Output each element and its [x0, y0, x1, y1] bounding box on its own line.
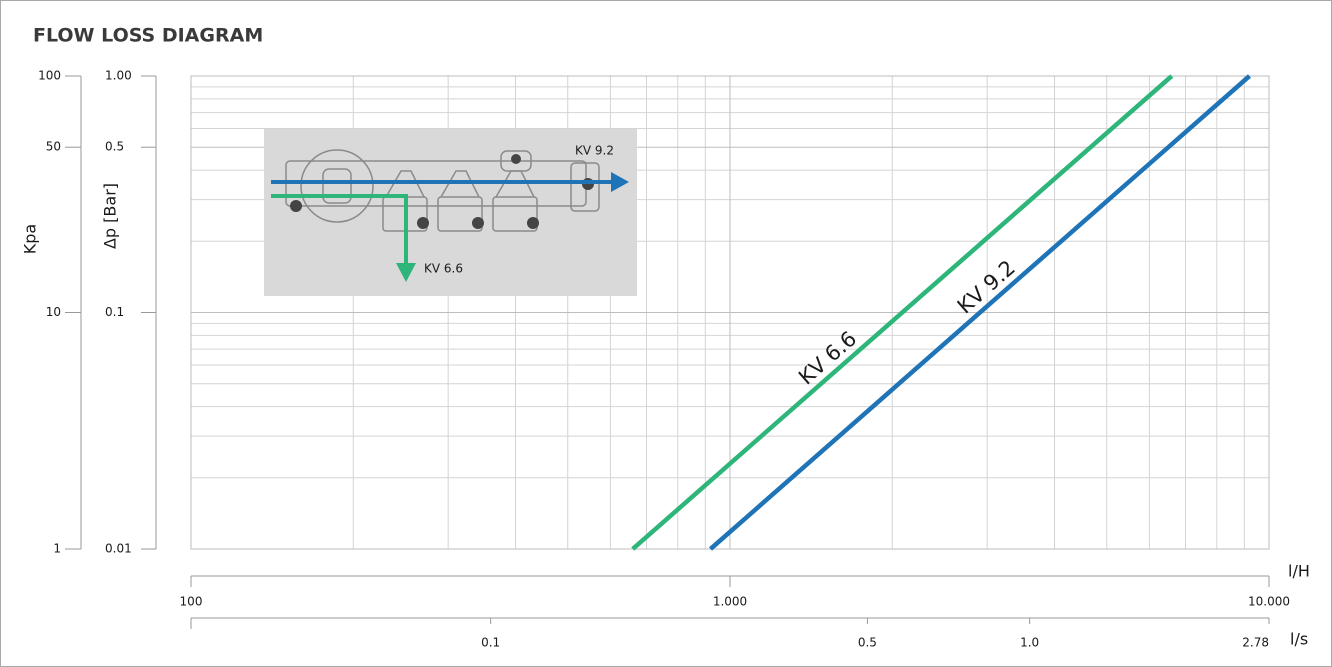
flow-arrow: [271, 194, 408, 266]
y-axis-title: Δp [Bar]: [101, 183, 120, 249]
x2-tick-label: 0.1: [481, 636, 500, 650]
x-tick-label: 100: [180, 595, 203, 609]
x2-tick-label: 2.78: [1242, 636, 1269, 650]
x2-axis-title: l/s: [1290, 630, 1308, 649]
x-axis-title: l/H: [1288, 562, 1310, 581]
arrow-head: [396, 263, 416, 282]
inset-bg: [264, 129, 637, 296]
y-tick-label: 0.01: [105, 542, 132, 556]
arrow-head: [611, 172, 629, 192]
inset-label: KV 9.2: [575, 144, 614, 158]
y-tick-label: 0.1: [105, 305, 124, 319]
grid: [190, 75, 1270, 550]
y2-tick-label: 10: [46, 305, 61, 319]
x2-tick-label: 0.5: [858, 636, 877, 650]
x-tick-label: 10.000: [1248, 595, 1290, 609]
series-line: [631, 74, 1174, 551]
x2-tick-label: 1.0: [1020, 636, 1039, 650]
y2-tick-label: 50: [46, 140, 61, 154]
chart-title: FLOW LOSS DIAGRAM: [33, 25, 263, 47]
y2-tick-label: 1: [53, 542, 61, 556]
y-tick-label: 0.5: [105, 140, 124, 154]
inset-arrows: [271, 172, 629, 282]
y-tick-label: 1.00: [105, 69, 132, 83]
inset-label: KV 6.6: [424, 262, 463, 276]
series-line: [708, 74, 1251, 551]
y2-axis-title: Kpa: [21, 224, 40, 254]
inset: KV 9.2 KV 6.6: [264, 129, 637, 296]
y2-tick-label: 100: [38, 69, 61, 83]
x-tick-label: 1.000: [713, 595, 747, 609]
